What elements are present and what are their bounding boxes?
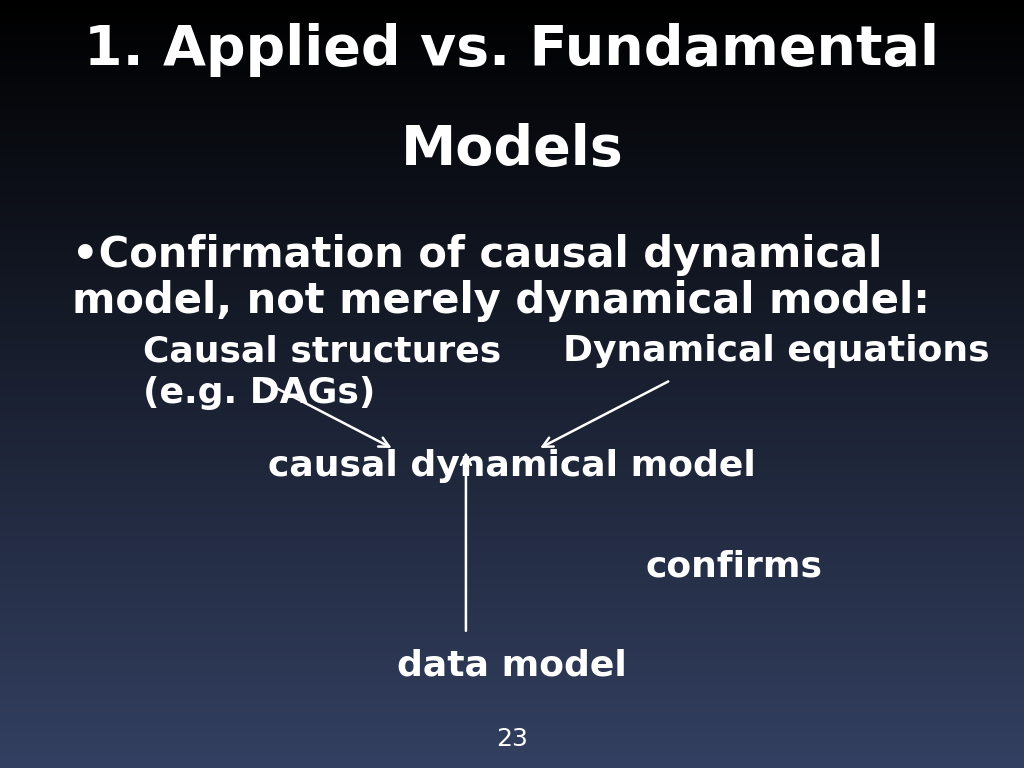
Text: causal dynamical model: causal dynamical model bbox=[268, 449, 756, 483]
Text: Models: Models bbox=[400, 123, 624, 177]
Text: 1. Applied vs. Fundamental: 1. Applied vs. Fundamental bbox=[85, 23, 939, 77]
Text: model, not merely dynamical model:: model, not merely dynamical model: bbox=[72, 280, 930, 323]
Text: (e.g. DAGs): (e.g. DAGs) bbox=[143, 376, 376, 410]
Text: 23: 23 bbox=[496, 727, 528, 751]
Text: confirms: confirms bbox=[645, 549, 822, 583]
Text: •Confirmation of causal dynamical: •Confirmation of causal dynamical bbox=[72, 234, 882, 276]
Text: Causal structures: Causal structures bbox=[143, 334, 502, 368]
Text: data model: data model bbox=[397, 649, 627, 683]
Text: Dynamical equations: Dynamical equations bbox=[563, 334, 990, 368]
